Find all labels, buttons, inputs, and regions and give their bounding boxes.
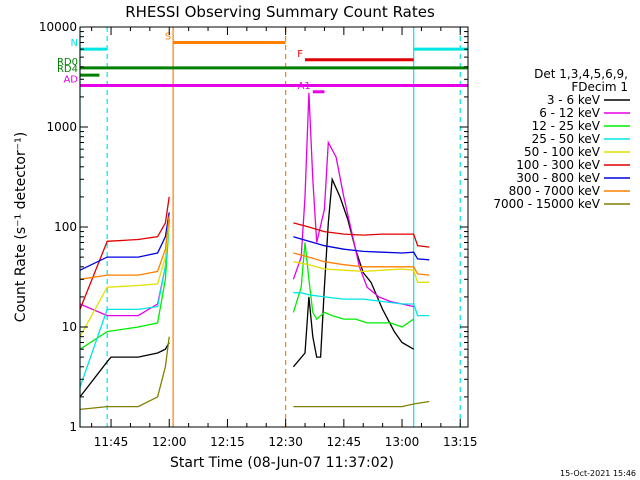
- legend-label-6: 300 - 800 keV: [516, 171, 600, 185]
- flag-label-rd4: RD4: [57, 64, 78, 75]
- flag-label-ad: AD: [63, 75, 78, 86]
- series-line-5-seg-0: [79, 196, 170, 310]
- series-line-0-seg-0: [79, 342, 170, 398]
- legend-header-line-2: FDecim 1: [571, 80, 628, 94]
- legend-label-8: 7000 - 15000 keV: [493, 197, 600, 211]
- x-axis-label: Start Time (08-Jun-07 11:37:02): [170, 455, 394, 471]
- y-tick-label: 100: [54, 220, 77, 234]
- series-line-3-seg-1: [293, 292, 430, 317]
- y-tick-label: 10: [62, 320, 77, 334]
- flag-label-s: S: [165, 31, 171, 42]
- x-tick-label: 13:00: [385, 435, 420, 449]
- series-line-1-seg-1: [292, 92, 414, 308]
- series-line-6-seg-0: [79, 212, 170, 271]
- x-tick-label: 12:30: [268, 435, 303, 449]
- y-axis-label: Count Rate (s⁻¹ detector⁻¹): [13, 132, 29, 322]
- flag-label-a1: A1: [298, 81, 311, 92]
- series-line-3-seg-0: [79, 222, 170, 388]
- series-line-7-seg-1: [293, 252, 430, 276]
- x-tick-label: 12:45: [327, 435, 362, 449]
- series-line-5-seg-1: [293, 222, 430, 248]
- x-tick-label: 13:15: [443, 435, 478, 449]
- footer-date: 15-Oct-2021 15:46: [560, 469, 636, 478]
- series-line-2-seg-1: [292, 242, 415, 328]
- legend-label-0: 3 - 6 keV: [547, 93, 601, 107]
- series-line-0-seg-1: [292, 176, 415, 368]
- legend-label-1: 6 - 12 keV: [539, 106, 601, 120]
- series-line-8-seg-0: [79, 336, 170, 411]
- legend-header-line-1: Det 1,3,4,5,6,9,: [534, 67, 628, 81]
- x-tick-label: 11:45: [94, 435, 129, 449]
- series-line-7-seg-0: [79, 215, 170, 280]
- x-tick-label: 12:15: [210, 435, 245, 449]
- series-line-4-seg-1: [293, 261, 430, 283]
- y-tick-label: 1000: [46, 120, 77, 134]
- flag-label-f: F: [297, 49, 303, 60]
- axes: 1 10 100 1000 10000 11:45 12:00 12:15 12:30 12:45…: [39, 20, 478, 449]
- flag-label-n: N: [71, 38, 78, 49]
- x-tick-label: 12:00: [152, 435, 187, 449]
- legend-label-3: 25 - 50 keV: [532, 132, 601, 146]
- series-line-6-seg-1: [293, 236, 430, 261]
- legend-label-7: 800 - 7000 keV: [509, 184, 601, 198]
- series-line-8-seg-1: [293, 400, 430, 408]
- chart-title: RHESSI Observing Summary Count Rates: [125, 3, 435, 21]
- flag-label-rd0: RD0: [57, 57, 78, 68]
- series-line-4-seg-0: [79, 222, 170, 338]
- legend-label-2: 12 - 25 keV: [532, 119, 601, 133]
- y-tick-label: 1: [69, 420, 77, 434]
- legend-label-5: 100 - 300 keV: [516, 158, 600, 172]
- series-line-2-seg-0: [79, 222, 170, 350]
- y-tick-label: 10000: [39, 20, 77, 34]
- legend-label-4: 50 - 100 keV: [524, 145, 601, 159]
